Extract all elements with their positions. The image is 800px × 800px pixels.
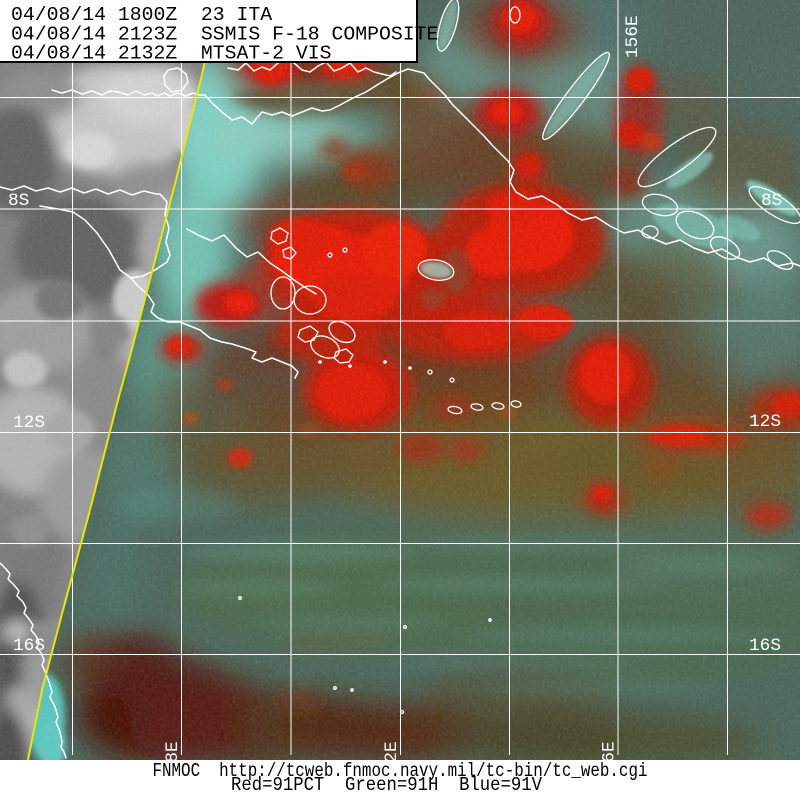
svg-text:8S: 8S [8,191,29,211]
svg-text:12S: 12S [13,413,45,433]
svg-text:156E: 156E [623,15,643,58]
svg-text:16S: 16S [13,636,45,656]
svg-text:FNMOC http://tcweb.fnmoc.navy: FNMOC http://tcweb.fnmoc.navy.mil/tc-bin… [153,760,648,782]
svg-text:12S: 12S [749,412,781,432]
svg-text:04/08/14 2123Z SSMIS F-18 COM: 04/08/14 2123Z SSMIS F-18 COMPOSITE [11,23,438,45]
svg-text:Red=91PCT Green=91H Blue=91V: Red=91PCT Green=91H Blue=91V [231,774,542,796]
svg-text:16S: 16S [749,636,781,656]
svg-text:04/08/14 1800Z 23 ITA: 04/08/14 1800Z 23 ITA [11,4,272,26]
svg-text:04/08/14 2132Z MTSAT-2 VIS: 04/08/14 2132Z MTSAT-2 VIS [11,42,332,64]
svg-text:8S: 8S [761,191,782,211]
